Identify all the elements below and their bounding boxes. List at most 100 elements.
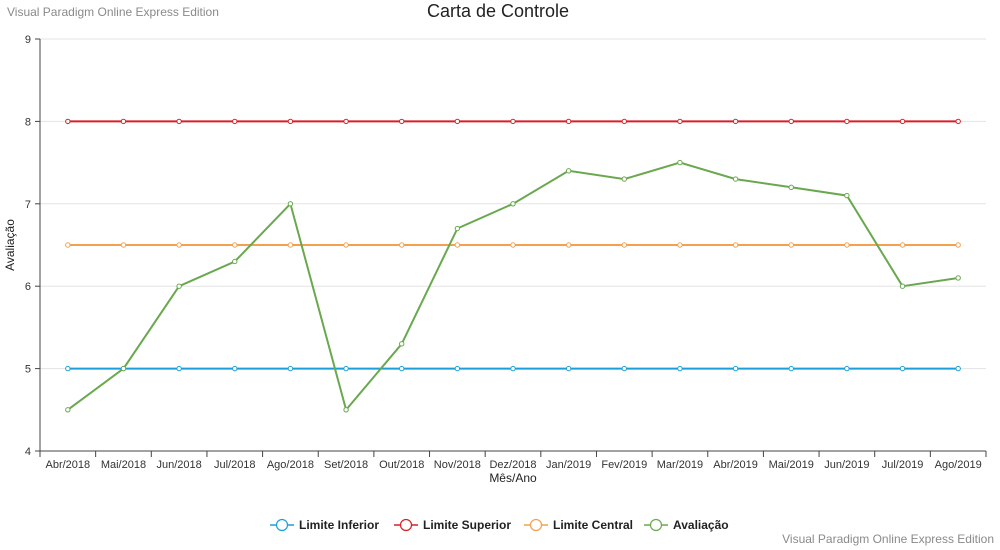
series-0-point — [621, 365, 627, 372]
y-tick-label: 8 — [25, 116, 31, 128]
legend-swatch-marker — [529, 518, 543, 532]
x-tick-label: Out/2018 — [379, 459, 424, 471]
series-1-point — [955, 118, 961, 125]
axes-layer: 4 5 6 7 8 9 Abr/2018 Mai/2018 Jun/2018 Jul/2018 Ag… — [25, 34, 987, 471]
series-0-point — [899, 365, 906, 372]
series-0-point — [565, 365, 572, 372]
series-0-point — [732, 365, 739, 372]
x-tick-label: Ago/2019 — [935, 459, 982, 471]
series-3-point — [399, 341, 405, 347]
x-tick-label: Mai/2018 — [101, 459, 146, 471]
series-2-point — [732, 242, 739, 248]
series-2-point — [399, 242, 405, 248]
series-2-point — [788, 242, 794, 248]
x-tick-label: Jun/2019 — [824, 459, 869, 471]
x-tick-label: Nov/2018 — [434, 459, 481, 471]
watermark-bottom: Visual Paradigm Online Express Edition — [782, 532, 994, 546]
x-tick-label: Jul/2019 — [882, 459, 924, 471]
x-tick-label: Fev/2019 — [601, 459, 647, 471]
series-3-point — [732, 176, 739, 182]
y-tick-label: 7 — [25, 199, 31, 211]
series-1-point — [232, 118, 238, 125]
y-axis-label: Avaliação — [3, 219, 17, 271]
series-2-point — [454, 242, 461, 248]
series-1-point — [788, 118, 794, 125]
series-3-point — [677, 159, 683, 166]
y-tick-label: 5 — [25, 364, 31, 376]
series-1-point — [120, 118, 127, 125]
series-1-point — [176, 118, 182, 125]
series-0-point — [176, 365, 182, 372]
series-3-point — [565, 168, 572, 174]
series-3-point — [343, 407, 349, 413]
series-3-point — [65, 407, 71, 413]
series-3-point — [788, 184, 794, 191]
series-2-point — [65, 242, 71, 248]
series-2-point — [955, 242, 961, 248]
series-2-point — [677, 242, 683, 248]
series-2-point — [343, 242, 349, 248]
x-tick-label: Mar/2019 — [657, 459, 703, 471]
series-0-point — [343, 365, 349, 372]
x-tick-label: Mai/2019 — [769, 459, 814, 471]
series-2-point — [287, 242, 294, 248]
series-1-point — [287, 118, 294, 125]
series-0-point — [454, 365, 461, 372]
series-0-point — [232, 365, 238, 372]
x-tick-label: Jul/2018 — [214, 459, 256, 471]
series-3-point — [899, 283, 906, 289]
series-0-point — [844, 365, 850, 372]
series-0-point — [399, 365, 405, 372]
series-0-point — [510, 365, 516, 372]
x-axis-label: Mês/Ano — [489, 471, 537, 485]
series-1-point — [510, 118, 516, 125]
series-2-point — [565, 242, 572, 248]
series-0-point — [955, 365, 961, 372]
series-3-point — [287, 201, 294, 207]
x-tick-label: Ago/2018 — [267, 459, 314, 471]
x-tick-label: Abr/2018 — [45, 459, 90, 471]
watermark-top: Visual Paradigm Online Express Edition — [7, 5, 219, 19]
legend-label: Limite Inferior — [299, 518, 379, 532]
series-2-point — [621, 242, 627, 248]
series-2-point — [176, 242, 182, 248]
series-layer — [65, 118, 961, 413]
legend-label: Limite Superior — [423, 518, 511, 532]
series-1-point — [65, 118, 71, 125]
series-0-point — [677, 365, 683, 372]
series-3-point — [176, 283, 182, 289]
legend-label: Limite Central — [553, 518, 633, 532]
series-1-point — [621, 118, 627, 125]
x-tick-label: Set/2018 — [324, 459, 368, 471]
series-2-point — [844, 242, 850, 248]
series-3-point — [454, 225, 461, 232]
x-tick-label: Dez/2018 — [489, 459, 536, 471]
series-1-point — [844, 118, 850, 125]
series-3-point — [955, 275, 961, 281]
series-1-point — [343, 118, 349, 125]
y-tick-label: 9 — [25, 34, 31, 46]
legend-swatch-marker — [275, 518, 289, 532]
series-2-point — [899, 242, 906, 248]
series-3-point — [120, 365, 127, 372]
series-1-point — [454, 118, 461, 125]
series-2-point — [120, 242, 127, 248]
x-tick-label: Jan/2019 — [546, 459, 591, 471]
series-1-point — [399, 118, 405, 125]
series-3-point — [232, 258, 238, 265]
series-2-point — [232, 242, 238, 248]
series-0-point — [65, 365, 71, 372]
series-1-point — [732, 118, 739, 125]
series-3-point — [844, 192, 850, 199]
series-1-point — [899, 118, 906, 125]
legend-swatch-marker — [649, 518, 663, 532]
series-1-point — [565, 118, 572, 125]
legend: Limite Inferior Limite Superior Limite Cen… — [270, 518, 729, 532]
series-3-point — [510, 201, 516, 207]
y-tick-label: 4 — [25, 446, 31, 458]
x-tick-label: Abr/2019 — [713, 459, 758, 471]
y-tick-label: 6 — [25, 281, 31, 293]
series-0-point — [287, 365, 294, 372]
series-2-point — [510, 242, 516, 248]
